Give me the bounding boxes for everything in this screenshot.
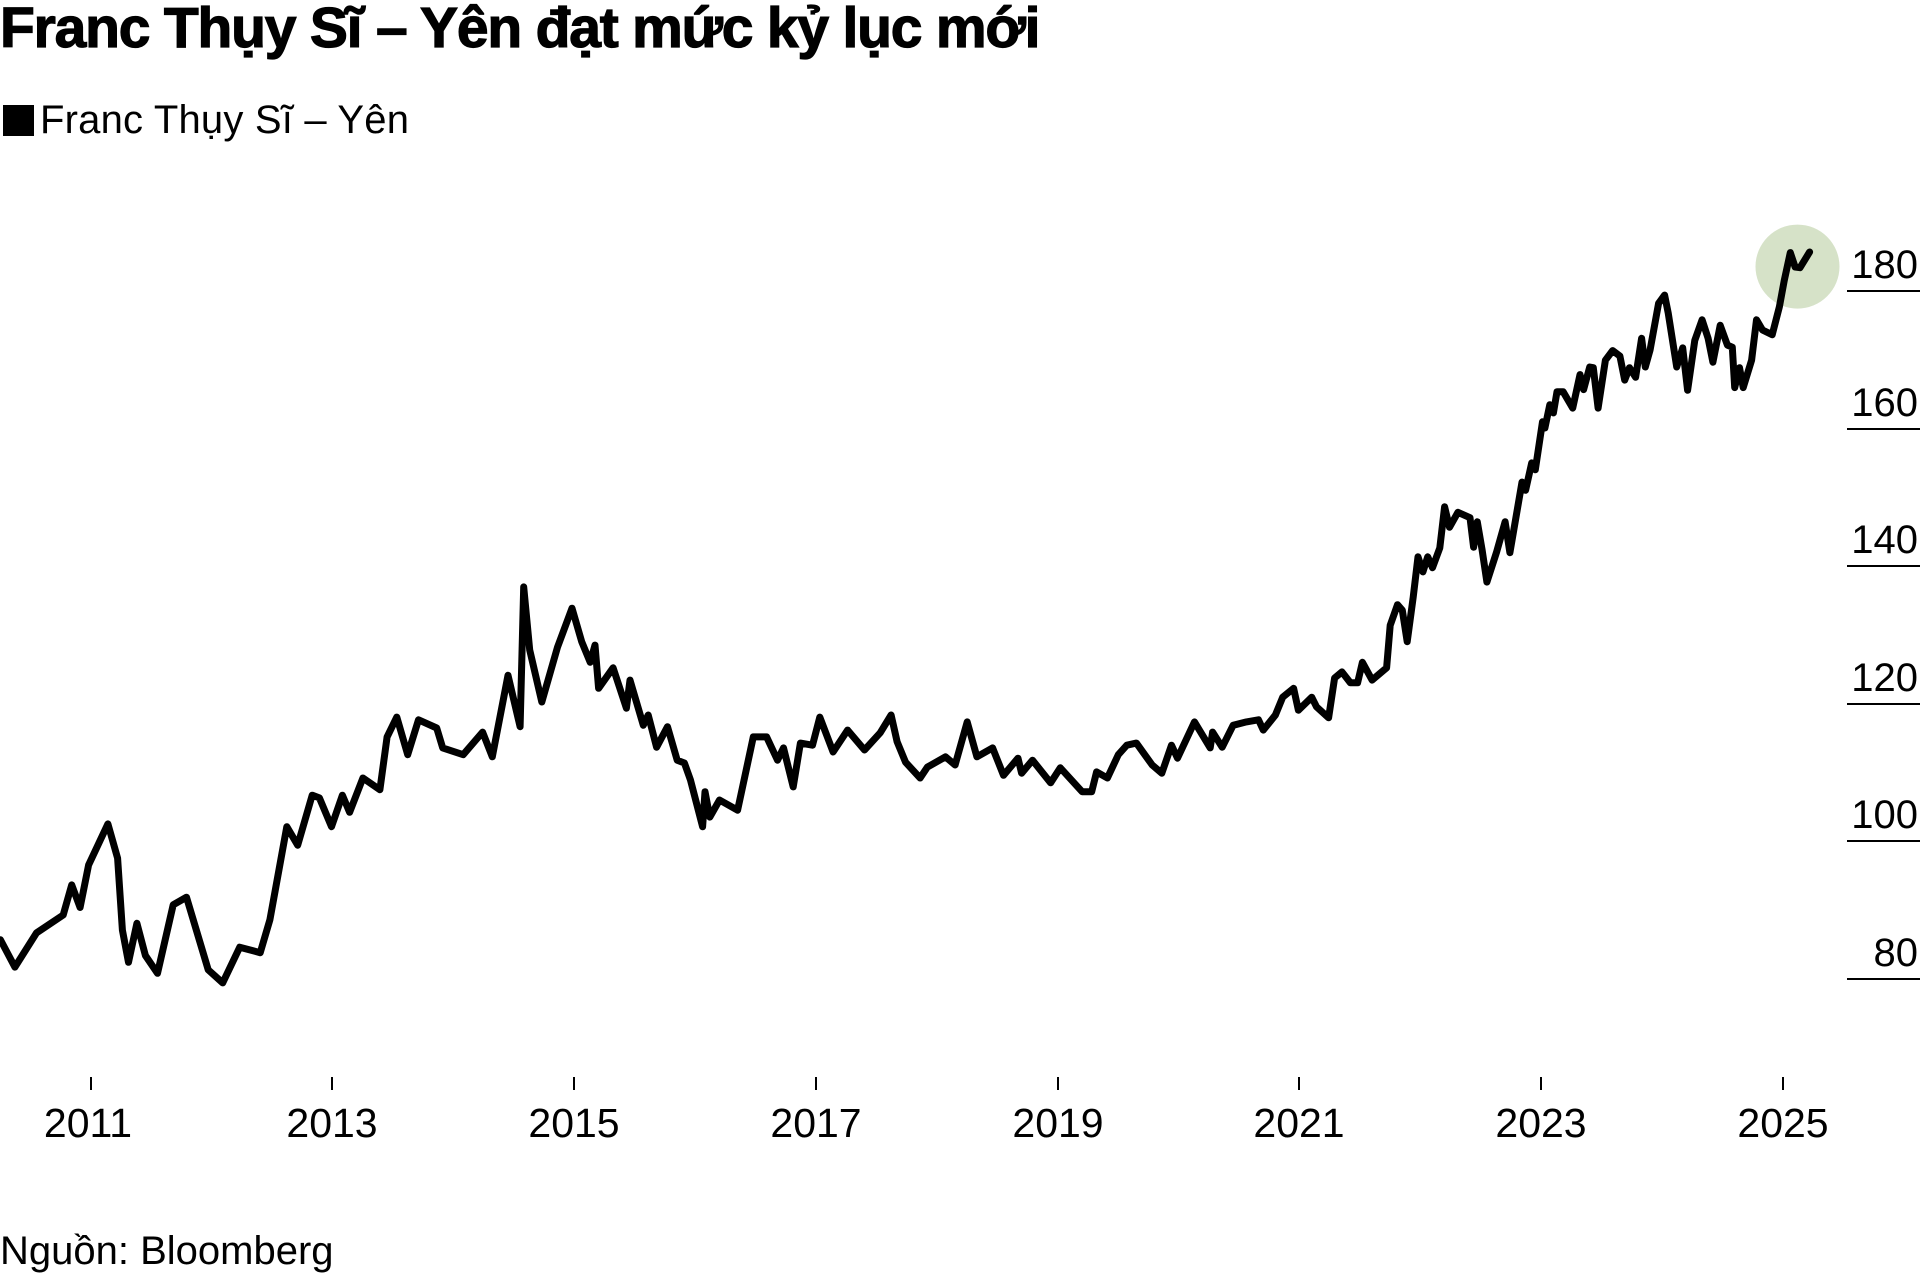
x-tick-label: 2015 [528,1100,620,1146]
y-tick-line [1847,840,1920,842]
x-tick-label: 2017 [770,1100,862,1146]
x-tick-label: 2021 [1253,1100,1345,1146]
x-tick-label: 2023 [1495,1100,1587,1146]
x-tick-mark [573,1077,575,1090]
chart-title: Franc Thụy Sĩ – Yên đạt mức kỷ lục mới [0,0,1041,61]
y-tick-line [1847,703,1920,705]
y-tick-line [1847,428,1920,430]
y-tick-label: 80 [1873,931,1919,975]
x-tick-mark [1057,1077,1059,1090]
x-tick-label: 2019 [1012,1100,1104,1146]
series-line-chf-jpy [0,248,1814,987]
x-tick-mark [1298,1077,1300,1090]
y-tick-label: 160 [1851,381,1918,425]
x-tick-mark [1540,1077,1542,1090]
x-tick-label: 2011 [43,1100,133,1146]
x-tick-label: 2013 [286,1100,378,1146]
legend-swatch-icon [3,104,34,136]
y-tick-label: 100 [1851,793,1918,837]
x-tick-label: 2025 [1737,1100,1829,1146]
y-tick-line [1847,565,1920,567]
source-note: Nguồn: Bloomberg [0,1229,334,1273]
y-tick-label: 140 [1851,518,1918,562]
x-tick-mark [1782,1077,1784,1090]
y-tick-line [1847,290,1920,292]
y-tick-line [1847,978,1920,980]
y-tick-label: 180 [1851,243,1918,287]
legend: Franc Thụy Sĩ – Yên [3,96,409,144]
y-tick-label: 120 [1851,656,1918,700]
x-tick-mark [815,1077,817,1090]
x-tick-mark [331,1077,333,1090]
legend-label: Franc Thụy Sĩ – Yên [40,98,410,142]
x-tick-mark [90,1077,92,1090]
